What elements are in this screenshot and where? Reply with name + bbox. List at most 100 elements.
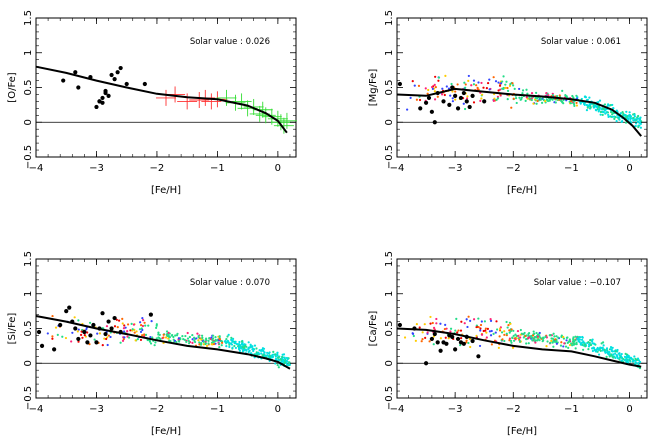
y-tick-label: 0 <box>384 360 395 366</box>
star-point <box>470 338 475 344</box>
survey-point <box>624 121 628 124</box>
star-point <box>470 93 475 98</box>
survey-point <box>177 337 180 340</box>
survey-point <box>274 355 277 358</box>
survey-point <box>606 103 610 106</box>
survey-point <box>494 80 498 83</box>
survey-point <box>521 92 524 95</box>
survey-point <box>477 317 480 320</box>
survey-point <box>589 343 593 347</box>
star-point <box>112 77 117 82</box>
survey-point <box>638 119 642 122</box>
survey-point <box>614 115 617 119</box>
star-point <box>52 347 57 352</box>
survey-point <box>470 84 473 87</box>
survey-point <box>518 87 521 91</box>
survey-point <box>106 343 109 347</box>
survey-point <box>525 96 528 99</box>
survey-point <box>614 352 617 355</box>
survey-point <box>511 346 515 349</box>
survey-point <box>248 349 251 352</box>
survey-point <box>77 319 80 322</box>
survey-point <box>429 315 432 319</box>
survey-point <box>433 90 436 93</box>
survey-point <box>178 340 181 343</box>
star-point <box>67 305 72 310</box>
survey-point <box>497 81 500 84</box>
survey-point <box>186 331 189 335</box>
survey-point <box>207 339 210 342</box>
survey-point <box>575 101 578 105</box>
survey-point <box>46 332 49 335</box>
survey-point <box>580 338 584 341</box>
survey-point <box>129 329 132 332</box>
survey-point <box>121 322 124 325</box>
survey-point <box>509 339 513 342</box>
survey-point <box>435 322 438 325</box>
star-point <box>397 81 403 87</box>
model-curve <box>396 87 642 137</box>
survey-point <box>126 330 129 333</box>
survey-point <box>517 334 520 337</box>
x-tick-label: −3 <box>448 163 463 174</box>
survey-point <box>554 101 557 104</box>
survey-point <box>571 94 574 98</box>
solar-value-annotation: Solar value : −0.107 <box>534 278 621 288</box>
survey-point <box>413 84 416 87</box>
survey-point <box>572 96 575 99</box>
survey-point <box>107 334 110 337</box>
survey-point <box>485 87 488 90</box>
survey-point <box>620 352 623 356</box>
scatter-dots-layer <box>35 305 291 370</box>
survey-point <box>234 346 238 350</box>
survey-point <box>489 319 493 322</box>
star-point <box>429 109 434 114</box>
survey-point <box>131 328 134 331</box>
survey-point <box>618 358 621 361</box>
survey-point <box>478 344 482 348</box>
survey-point <box>271 355 275 359</box>
survey-point <box>557 336 560 339</box>
star-point <box>112 315 117 321</box>
survey-point <box>449 327 453 330</box>
star-point <box>100 311 105 316</box>
panel-ca-fe: Solar value : −0.107 [Fe/H] [Ca/Fe] −4 −3… <box>368 251 648 436</box>
y-tick-label: 0.5 <box>23 80 34 96</box>
star-point <box>82 329 87 335</box>
survey-point <box>608 353 611 356</box>
survey-point <box>430 85 434 89</box>
survey-point <box>451 90 454 93</box>
survey-point <box>618 352 621 355</box>
survey-point <box>232 337 235 340</box>
survey-point <box>155 326 158 329</box>
survey-point <box>568 343 572 347</box>
survey-point <box>191 341 194 344</box>
survey-point <box>253 344 257 347</box>
survey-point <box>516 329 520 333</box>
survey-point <box>472 79 476 82</box>
survey-point <box>211 338 214 341</box>
survey-point <box>126 323 130 326</box>
survey-point <box>506 326 509 329</box>
survey-point <box>454 90 457 93</box>
survey-point <box>611 115 614 118</box>
survey-point <box>579 336 582 339</box>
survey-point <box>531 334 535 337</box>
survey-point <box>620 120 623 123</box>
survey-point <box>480 333 484 336</box>
survey-point <box>605 355 608 358</box>
survey-point <box>427 88 430 92</box>
survey-point <box>518 340 522 343</box>
survey-point <box>583 343 587 346</box>
survey-point <box>493 97 496 100</box>
survey-point <box>272 350 275 354</box>
survey-point <box>148 340 152 343</box>
survey-point <box>490 343 493 346</box>
survey-point <box>604 351 607 354</box>
survey-point <box>614 350 618 353</box>
survey-point <box>509 322 512 325</box>
survey-point <box>242 343 246 346</box>
x-tick-label: 0 <box>275 163 281 174</box>
survey-point <box>238 345 241 349</box>
